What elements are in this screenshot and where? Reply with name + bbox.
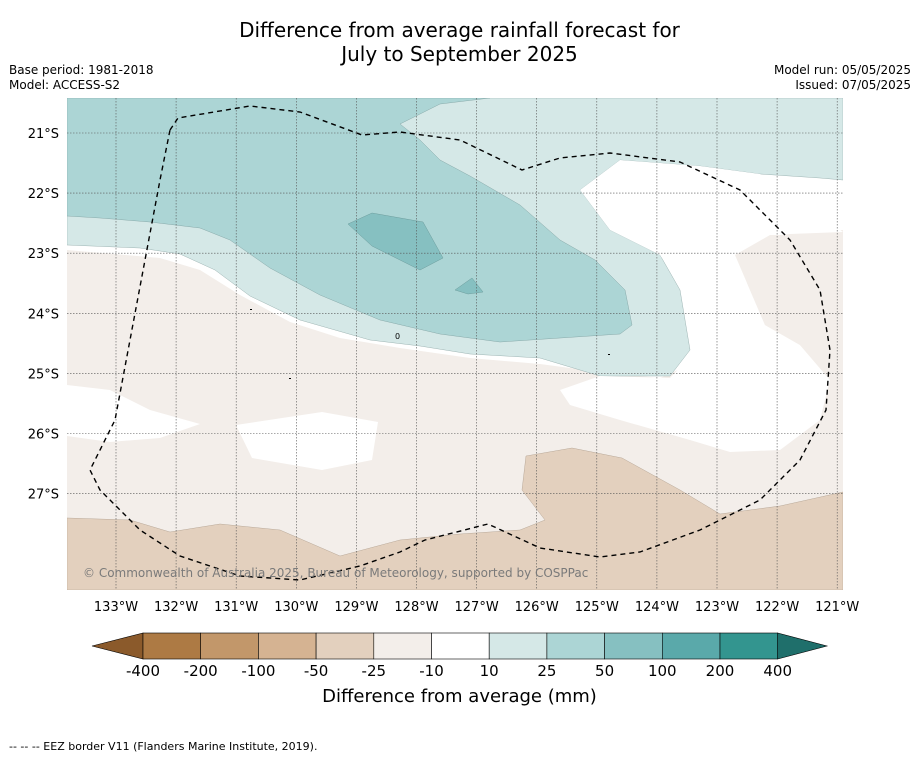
contour-50-100-small bbox=[454, 277, 484, 295]
lon-tick-label: 127°W bbox=[455, 600, 499, 615]
colorbar-bin bbox=[431, 632, 490, 660]
marker-dot bbox=[608, 354, 610, 355]
meta-left: Base period: 1981-2018 Model: ACCESS-S2 bbox=[9, 63, 154, 93]
copyright-text: © Commonwealth of Australia 2025, Bureau… bbox=[83, 566, 588, 580]
lon-tick-label: 133°W bbox=[94, 600, 138, 615]
map-title: Difference from average rainfall forecas… bbox=[0, 18, 919, 66]
lon-tick-label: 121°W bbox=[815, 600, 859, 615]
lat-tick-label: 25°S bbox=[28, 367, 59, 382]
colorbar-tick-label: 10 bbox=[480, 662, 499, 680]
lon-tick-label: 130°W bbox=[274, 600, 318, 615]
lon-tick-label: 132°W bbox=[154, 600, 198, 615]
lat-tick-label: 23°S bbox=[28, 247, 59, 262]
map-panel: 0 © Commonwealth of Australia 2025, Bure… bbox=[67, 98, 843, 590]
lon-tick-label: 123°W bbox=[695, 600, 739, 615]
colorbar-bin bbox=[661, 632, 721, 660]
colorbar-tick-label: 400 bbox=[763, 662, 792, 680]
colorbar-bin bbox=[258, 632, 317, 660]
title-line-2: July to September 2025 bbox=[341, 42, 578, 66]
lon-tick-label: 128°W bbox=[394, 600, 438, 615]
lon-tick-label: 122°W bbox=[755, 600, 799, 615]
lon-tick-label: 129°W bbox=[334, 600, 378, 615]
contour-label: 0 bbox=[395, 332, 400, 341]
marker-dot bbox=[289, 378, 291, 379]
lat-tick-label: 26°S bbox=[28, 428, 59, 443]
contour-50-100 bbox=[347, 212, 444, 271]
colorbar-bin bbox=[546, 632, 605, 660]
contour-negative-east bbox=[735, 235, 843, 440]
contour-25-50 bbox=[67, 98, 633, 343]
colorbar-tick-label: 50 bbox=[595, 662, 614, 680]
meta-right: Model run: 05/05/2025 Issued: 07/05/2025 bbox=[774, 63, 911, 93]
colorbar-bin bbox=[719, 632, 779, 660]
footer-note: -- -- -- EEZ border V11 (Flanders Marine… bbox=[9, 740, 318, 753]
eez-border bbox=[89, 105, 831, 581]
lat-tick-label: 24°S bbox=[28, 307, 59, 322]
axis-labels: 133°W 132°W 131°W 130°W 129°W 128°W 127°W 126°W… bbox=[28, 127, 860, 615]
title-line-1: Difference from average rainfall forecas… bbox=[239, 18, 680, 42]
colorbar-tick-label: -400 bbox=[126, 662, 160, 680]
colorbar-bin bbox=[200, 632, 259, 660]
colorbar-extension-low bbox=[91, 632, 144, 660]
lon-tick-label: 125°W bbox=[575, 600, 619, 615]
lon-tick-label: 131°W bbox=[214, 600, 258, 615]
lat-tick-label: 21°S bbox=[28, 127, 59, 142]
issued-date: Issued: 07/05/2025 bbox=[795, 78, 911, 92]
colorbar-bin bbox=[604, 632, 663, 660]
contour-minus25-50 bbox=[67, 447, 843, 590]
colorbar-bin bbox=[373, 632, 432, 660]
marker-dot bbox=[250, 309, 252, 310]
colorbar-tick-label: 25 bbox=[537, 662, 556, 680]
model-run: Model run: 05/05/2025 bbox=[773, 63, 911, 77]
colorbar-tick-label: 200 bbox=[706, 662, 735, 680]
contour-neutral-east bbox=[560, 160, 843, 452]
model-name: Model: ACCESS-S2 bbox=[9, 78, 121, 92]
colorbar-tick-label: -200 bbox=[184, 662, 218, 680]
lon-tick-label: 124°W bbox=[635, 600, 679, 615]
colorbar-bin bbox=[142, 632, 202, 660]
colorbar-bin bbox=[488, 632, 548, 660]
colorbar-tick-label: -50 bbox=[304, 662, 329, 680]
graticule bbox=[67, 98, 843, 590]
colorbar-tick-label: -10 bbox=[419, 662, 444, 680]
contour-neutral-south bbox=[236, 412, 378, 470]
lat-tick-label: 22°S bbox=[28, 187, 59, 202]
colorbar-tick-label: -100 bbox=[241, 662, 275, 680]
colorbar-extension-high bbox=[777, 632, 829, 660]
contour-neutral-west bbox=[67, 385, 200, 442]
lon-tick-label: 126°W bbox=[515, 600, 559, 615]
colorbar-label: Difference from average (mm) bbox=[322, 686, 597, 707]
lat-tick-label: 27°S bbox=[28, 488, 59, 503]
colorbar-bin bbox=[315, 632, 375, 660]
colorbar-tick-label: 100 bbox=[648, 662, 677, 680]
colorbar-tick-label: -25 bbox=[362, 662, 387, 680]
colorbar: -400 -200 -100 -50 -25 -10 10 25 50 100 200 400 bbox=[91, 632, 829, 680]
base-period: Base period: 1981-2018 bbox=[9, 63, 154, 77]
